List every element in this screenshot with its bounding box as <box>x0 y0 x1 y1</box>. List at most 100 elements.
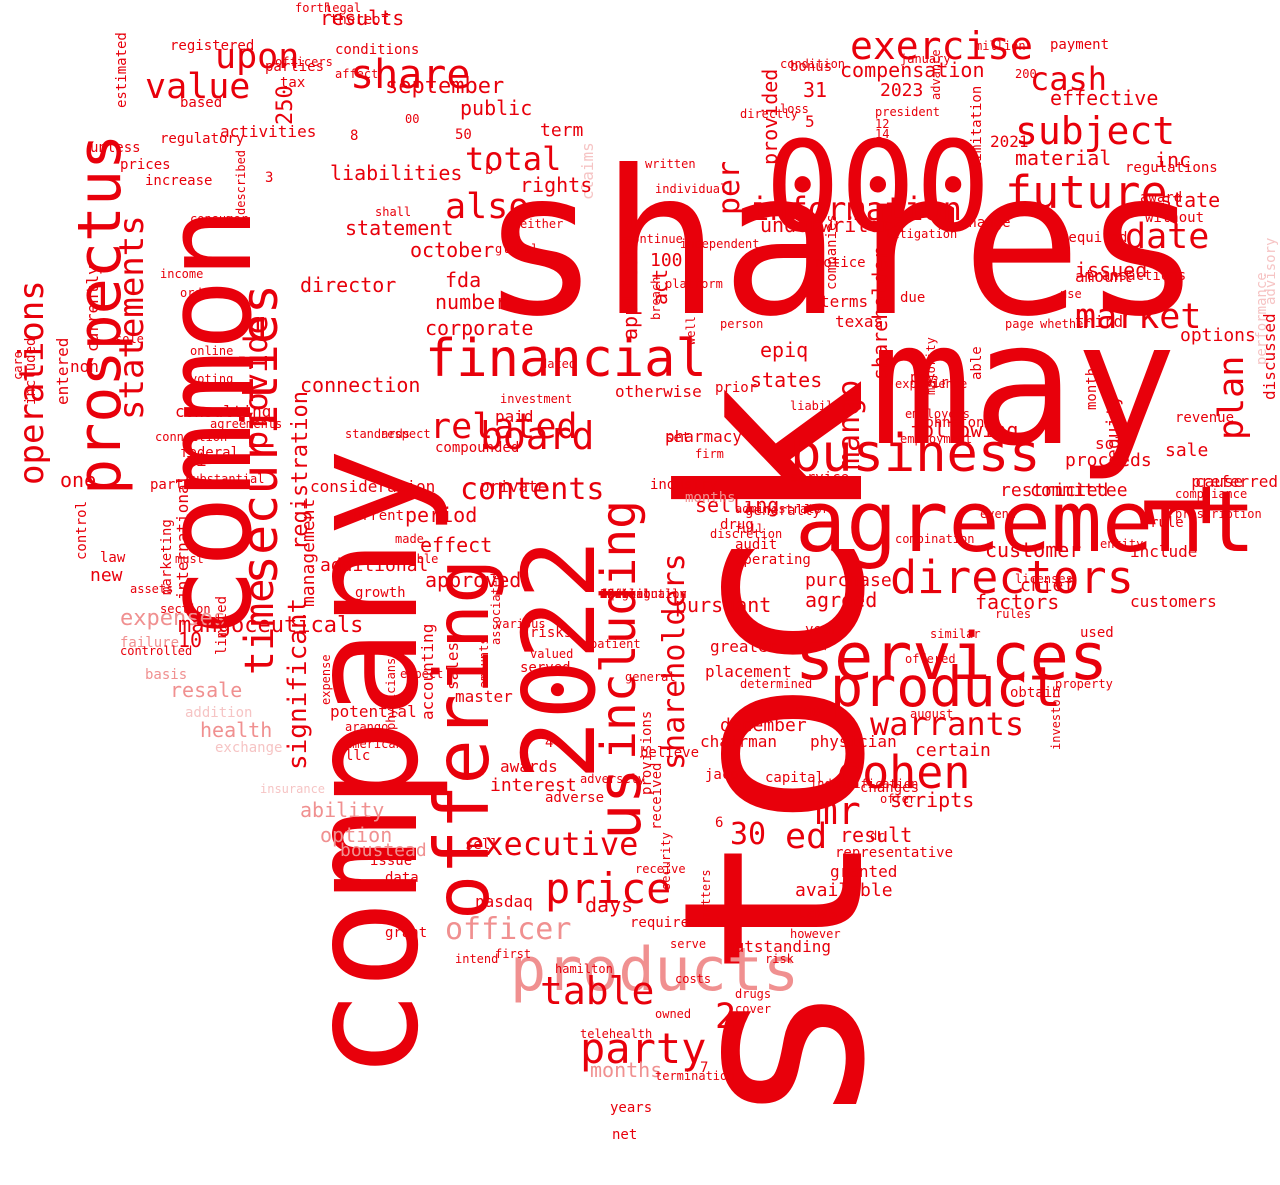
word-cloud-word: payment <box>1050 37 1110 53</box>
word-cloud-word: information <box>750 190 962 228</box>
word-cloud-word: month <box>1084 367 1100 410</box>
word-cloud-word: cohen <box>835 746 971 799</box>
word-cloud-word: consumer <box>190 212 248 226</box>
word-cloud-word: statement <box>345 216 454 240</box>
word-cloud-word: options <box>1180 325 1256 346</box>
word-cloud-word: use <box>1060 287 1082 301</box>
word-cloud-word: care <box>11 351 25 380</box>
word-cloud-word: firm <box>695 447 724 461</box>
word-cloud-word: cause <box>1195 472 1244 491</box>
word-cloud-word: 30 <box>730 817 767 852</box>
word-cloud-word: fair <box>915 375 949 391</box>
word-cloud-word: liabilities <box>330 161 463 185</box>
word-cloud-word: jacob <box>705 767 748 783</box>
word-cloud-word: customer <box>985 538 1082 562</box>
word-cloud-word: drugs <box>735 987 772 1001</box>
word-cloud-word: either <box>520 217 564 231</box>
word-cloud-word: voting <box>190 372 234 386</box>
word-cloud-word: period <box>405 503 478 527</box>
word-cloud-word: 250 <box>273 85 298 125</box>
word-cloud-word: resale <box>170 678 243 702</box>
word-cloud-word: terms <box>820 292 869 311</box>
word-cloud-word: included <box>23 337 39 405</box>
word-cloud-word: approved <box>425 568 522 592</box>
word-cloud-word: arango <box>345 720 389 734</box>
word-cloud-word: transactions <box>1085 268 1187 284</box>
word-cloud-word: financial <box>425 329 707 389</box>
word-cloud-word: placement <box>705 662 792 681</box>
word-cloud-word: fda <box>445 268 482 292</box>
word-cloud-word: individual <box>655 182 728 196</box>
word-cloud-word: result <box>840 823 913 847</box>
word-cloud-word: prescription <box>1175 507 1262 521</box>
word-cloud-word: award <box>1140 190 1183 206</box>
word-cloud-word: however <box>790 927 841 941</box>
word-cloud-word: person <box>720 317 764 331</box>
word-cloud-word: amount <box>1075 267 1133 286</box>
word-cloud-word: loss <box>780 102 809 116</box>
word-cloud-word: subject <box>1015 109 1176 153</box>
word-cloud-word: litigation <box>885 227 958 241</box>
word-cloud-word: investment <box>500 392 573 406</box>
word-cloud-word: ability <box>300 798 385 822</box>
word-cloud-word: 25 <box>600 587 615 601</box>
word-cloud-word: pursuant <box>675 593 772 617</box>
word-cloud-word: employees <box>905 407 971 421</box>
word-cloud-word: limitation <box>969 85 985 170</box>
word-cloud-word: total <box>465 140 562 178</box>
word-cloud-word: future <box>1005 166 1168 219</box>
word-cloud-word: believe <box>640 745 700 761</box>
word-cloud-word: limited <box>214 595 230 655</box>
word-cloud-word: changes <box>860 780 920 796</box>
word-cloud-word: net <box>612 1127 638 1143</box>
word-cloud-word: offer <box>880 792 917 806</box>
word-cloud-word: advance <box>929 49 943 100</box>
word-cloud-word: operating <box>735 552 811 568</box>
word-cloud-word: risks <box>530 625 573 641</box>
word-cloud-word: mango <box>832 379 867 470</box>
word-cloud-word: assets <box>130 582 174 596</box>
word-cloud-word: served <box>520 660 571 676</box>
word-cloud-word: generally <box>745 503 821 519</box>
word-cloud-word: private <box>480 477 548 496</box>
word-cloud-word: services <box>795 620 1109 695</box>
word-cloud-word: set <box>665 430 691 446</box>
word-cloud-word: selling <box>695 493 780 517</box>
word-cloud-word: following <box>910 418 1019 442</box>
word-cloud-word: tax <box>280 75 306 91</box>
word-cloud-word: parties <box>265 59 325 75</box>
word-cloud-word: table <box>540 969 655 1013</box>
word-cloud-word: state <box>1160 188 1221 212</box>
word-cloud-word: matters <box>699 869 713 920</box>
word-cloud-word: unable <box>395 552 439 566</box>
word-cloud-word: whether <box>1040 317 1091 331</box>
word-cloud-word: interest <box>490 775 577 796</box>
word-cloud-word: failure <box>120 635 180 651</box>
word-cloud-word: thereof <box>330 12 390 28</box>
word-cloud-word: fees <box>600 587 629 601</box>
word-cloud-word: regulations <box>1125 160 1218 176</box>
word-cloud-word: rules <box>995 607 1032 621</box>
word-cloud-word: hamilton <box>555 962 613 976</box>
word-cloud-word: upon <box>215 37 300 77</box>
word-cloud-word: officers <box>275 55 333 69</box>
word-cloud-word: 5 <box>805 112 815 131</box>
word-cloud-word: medical <box>600 587 651 601</box>
word-cloud-word: awards <box>500 757 558 776</box>
word-cloud-word: states <box>750 368 823 392</box>
word-cloud-word: product <box>830 655 1062 719</box>
word-cloud-word: option <box>320 823 393 847</box>
word-cloud-word: grant <box>385 925 428 941</box>
word-cloud-word: results <box>320 6 405 30</box>
word-cloud-word: offered <box>905 652 956 666</box>
word-cloud-word: ii <box>185 450 207 471</box>
word-cloud-word: purchase <box>805 570 892 591</box>
word-cloud-word: directors <box>890 551 1134 604</box>
word-cloud-word: mangoceuticals <box>178 613 364 638</box>
word-cloud-word: 6 <box>715 815 724 831</box>
word-cloud-word: days <box>585 893 634 917</box>
word-cloud-word: products <box>510 935 799 1005</box>
word-cloud-word: law <box>100 550 126 566</box>
word-cloud-word: independent <box>680 237 760 251</box>
word-cloud-word: 000 <box>765 115 991 260</box>
